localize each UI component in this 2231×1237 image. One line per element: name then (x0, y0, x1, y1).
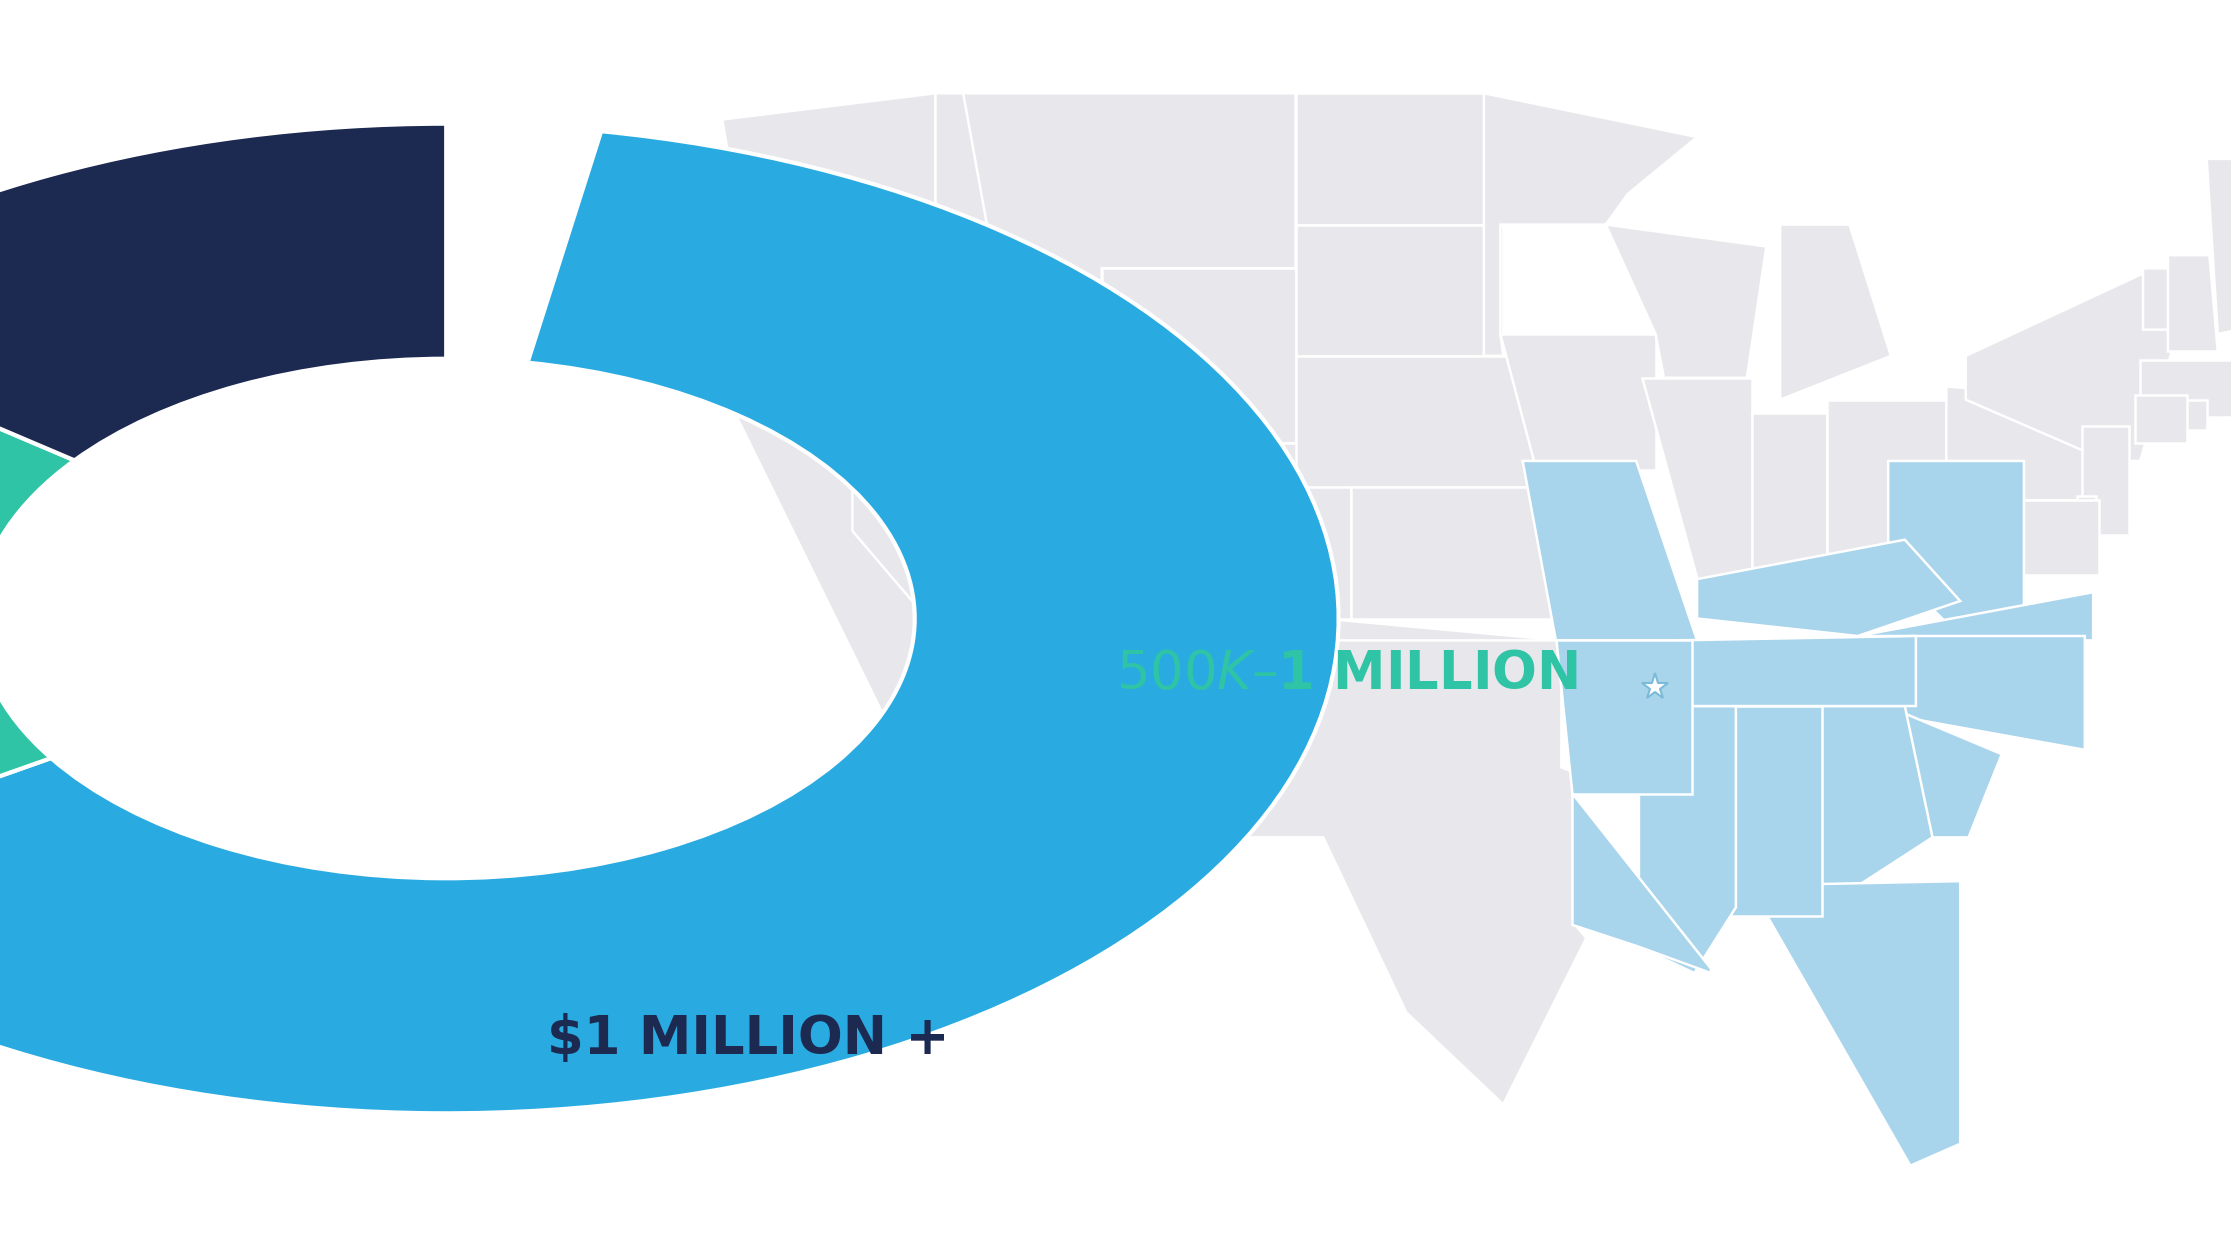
Polygon shape (1749, 881, 1961, 1165)
Polygon shape (1858, 593, 2093, 641)
Polygon shape (1887, 461, 2024, 636)
Polygon shape (1945, 386, 2106, 500)
Wedge shape (0, 317, 74, 884)
Polygon shape (1640, 706, 1736, 974)
Polygon shape (1966, 268, 2195, 461)
Polygon shape (2206, 158, 2231, 334)
Text: $500K –$1 MILLION: $500K –$1 MILLION (1116, 648, 1577, 700)
Polygon shape (1974, 500, 2099, 575)
Polygon shape (2077, 496, 2095, 557)
Polygon shape (935, 93, 1102, 400)
Polygon shape (1484, 93, 1698, 356)
Polygon shape (1223, 641, 1586, 1105)
Polygon shape (2144, 268, 2195, 329)
Polygon shape (2184, 400, 2206, 430)
Polygon shape (1323, 618, 1562, 1012)
Polygon shape (723, 93, 935, 225)
Polygon shape (1841, 636, 2084, 750)
Polygon shape (1158, 443, 1352, 618)
Polygon shape (1675, 636, 1916, 706)
Polygon shape (1754, 413, 1827, 575)
Polygon shape (1296, 356, 1537, 487)
Polygon shape (1352, 487, 1555, 618)
Polygon shape (730, 400, 1002, 815)
Polygon shape (964, 93, 1296, 400)
Polygon shape (1827, 400, 1945, 557)
Polygon shape (1020, 400, 1158, 618)
Polygon shape (1522, 461, 1698, 641)
Polygon shape (2082, 426, 2128, 536)
Text: $150K –$500K: $150K –$500K (658, 271, 975, 323)
Polygon shape (1501, 334, 1655, 470)
Wedge shape (0, 124, 446, 460)
Polygon shape (1606, 225, 1767, 377)
Polygon shape (1725, 706, 1823, 917)
Polygon shape (1642, 377, 1754, 618)
Polygon shape (2140, 360, 2231, 417)
Polygon shape (1296, 93, 1484, 225)
Polygon shape (1102, 268, 1296, 443)
Polygon shape (997, 618, 1158, 868)
Polygon shape (1158, 618, 1323, 868)
Polygon shape (1780, 225, 1892, 400)
Polygon shape (1296, 225, 1504, 356)
Polygon shape (1573, 794, 1711, 974)
Polygon shape (2135, 396, 2186, 443)
Polygon shape (2169, 255, 2218, 351)
Polygon shape (1698, 539, 1961, 636)
Polygon shape (1865, 698, 2001, 837)
Wedge shape (0, 131, 1339, 1113)
Polygon shape (1805, 706, 1932, 908)
Text: $1 MILLION +: $1 MILLION + (547, 1013, 948, 1065)
Polygon shape (1555, 641, 1691, 794)
Polygon shape (727, 215, 935, 400)
Polygon shape (852, 400, 1020, 706)
